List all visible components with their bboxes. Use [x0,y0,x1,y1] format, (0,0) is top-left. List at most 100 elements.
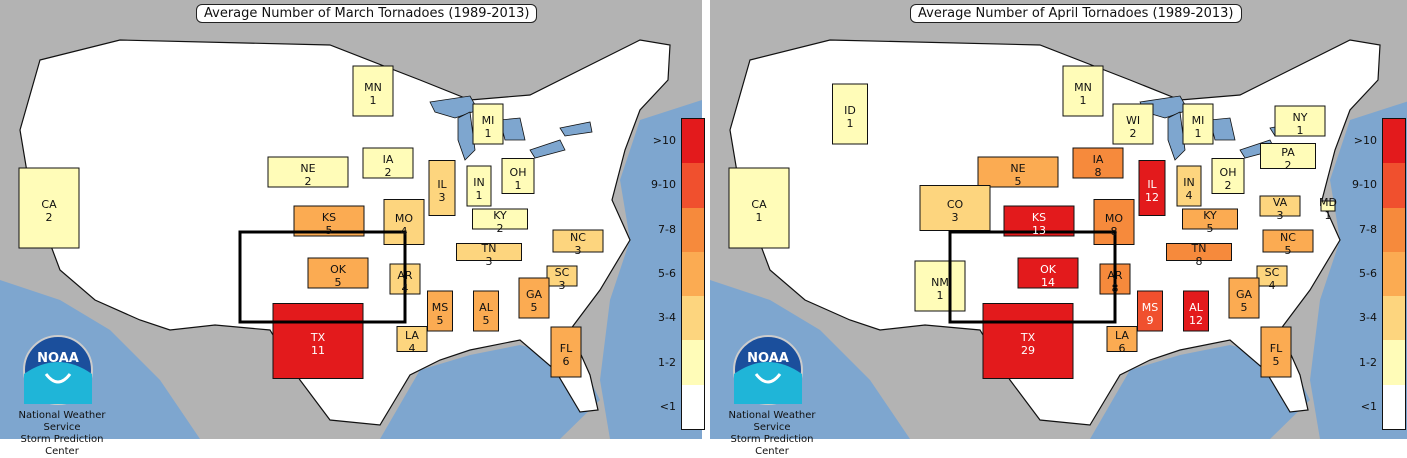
state-ca-fill [728,167,790,249]
state-al-fill [1183,290,1209,332]
state-il-fill [1138,160,1166,216]
state-fl-fill [1260,326,1292,378]
legend-swatch-0 [1383,119,1405,165]
state-mi-abbr: MI [1192,114,1205,127]
legend-swatch-5 [1383,340,1405,386]
state-tx-value: 11 [311,344,325,357]
state-mi-fill [1182,103,1214,145]
state-ms-value: 9 [1147,314,1154,327]
state-il-fill [428,160,456,216]
state-ks-value: 5 [326,224,333,237]
state-tn-value: 3 [486,255,493,268]
state-fl-abbr: FL [560,342,573,355]
state-oh-value: 1 [515,179,522,192]
state-md-abbr: MD [1319,196,1337,209]
state-ky-abbr: KY [1203,209,1217,222]
april-credit: National Weather Service Storm Predictio… [714,410,830,458]
state-ms-abbr: MS [1142,301,1158,314]
legend-label-2: 7-8 [1359,222,1377,236]
march-credit: National Weather Service Storm Predictio… [4,410,120,458]
state-sc-fill [546,265,578,287]
state-nm-fill [914,260,966,312]
noaa-logo-text: NOAA [747,351,789,366]
state-ne-fill [267,156,349,188]
state-fl-fill [550,326,582,378]
state-tx-fill [272,303,364,379]
state-al-fill [473,290,499,332]
state-mn-value: 1 [370,94,377,107]
state-id-value: 1 [847,117,854,130]
state-ca-abbr: CA [751,198,767,211]
state-ky-abbr: KY [493,209,507,222]
state-mn-abbr: MN [364,81,382,94]
state-tx-fill [982,303,1074,379]
state-ok-fill [307,257,369,289]
credit-line-2: Storm Prediction Center [730,434,814,457]
state-il-abbr: IL [437,178,447,191]
state-la-abbr: LA [405,329,419,342]
state-al-value: 12 [1189,314,1203,327]
state-oh-value: 2 [1225,179,1232,192]
state-ms-fill [1137,290,1163,332]
noaa-logo-bird [44,373,72,384]
state-in-value: 4 [1186,189,1193,202]
legend-label-5: 1-2 [1359,355,1377,369]
state-ca-abbr: CA [41,198,57,211]
march-map-panel: CA 2 NE 2 MN 1 IA 2 MI 1 IL 3 IN 1 OH 1 KS 5 MO 4 KY 2 NC 3 TN 3 O… [0,0,705,457]
state-pa-abbr: PA [1281,146,1295,159]
legend-swatch-0 [682,119,704,165]
state-ar-abbr: AR [1107,269,1123,282]
state-ga-abbr: GA [1236,288,1253,301]
state-sc-value: 4 [1269,279,1276,292]
state-ia-abbr: IA [1093,153,1104,166]
legend-label-3: 5-6 [658,267,676,280]
state-nm-value: 1 [937,289,944,302]
great-lake [1167,111,1186,161]
state-in-value: 1 [476,189,483,202]
state-ok-value: 14 [1041,276,1055,289]
atlantic-ocean [600,100,702,439]
state-co-value: 3 [952,211,959,224]
april-map-title: Average Number of April Tornadoes (1989-… [910,4,1242,23]
legend-swatch-4 [1383,296,1405,342]
state-mn-value: 1 [1080,94,1087,107]
april-tornado-map: CA1ID1MN1WI2MI1NY1PA2NE5IA8IL12IN4OH2MD1… [710,0,1407,439]
legend-swatch-3 [1383,251,1405,298]
state-va-value: 3 [1277,209,1284,222]
gulf-of-mexico [380,345,600,439]
legend-label-0: >10 [1353,134,1377,148]
state-in-abbr: IN [473,176,484,189]
state-ne-value: 5 [1015,175,1022,188]
april-map-panel: CA 1 ID 1 MN 1 WI 2 MI 1 NY 1 PA 2 NE 5 IA 8 IL 12 IN 4 OH 2 MD 1… [710,0,1407,457]
state-mo-value: 8 [1111,225,1118,238]
state-mi-value: 1 [1195,127,1202,140]
great-lake [457,111,476,161]
credit-line-1: National Weather Service [728,410,816,433]
state-pa-value: 2 [1285,159,1292,172]
state-ar-value: 8 [1112,282,1119,295]
april-legend-colorbar: >10 9-10 7-8 5-6 3-4 1-2 <1 [1352,118,1406,430]
state-mo-abbr: MO [395,212,413,225]
state-ia-abbr: IA [383,153,394,166]
state-sc-value: 3 [559,279,566,292]
state-nc-abbr: NC [570,231,586,244]
state-tx-abbr: TX [310,331,326,344]
state-tx-abbr: TX [1020,331,1036,344]
state-tn-fill [456,243,522,261]
legend-label-1: 9-10 [651,178,676,192]
state-la-value: 4 [409,342,416,355]
state-ks-abbr: KS [1032,211,1046,224]
great-lake [529,139,566,159]
state-ny-abbr: NY [1293,111,1308,124]
state-mn-fill [352,65,394,117]
state-mn-abbr: MN [1074,81,1092,94]
state-ok-fill [1017,257,1079,289]
state-tn-abbr: TN [1191,242,1207,255]
state-ok-abbr: OK [1040,263,1057,276]
legend-swatch-3 [682,251,704,298]
state-ky-fill [1182,208,1238,230]
legend-swatch-6 [682,384,704,429]
state-ar-value: 4 [402,282,409,295]
state-co-abbr: CO [947,198,964,211]
state-nc-fill [552,229,604,253]
